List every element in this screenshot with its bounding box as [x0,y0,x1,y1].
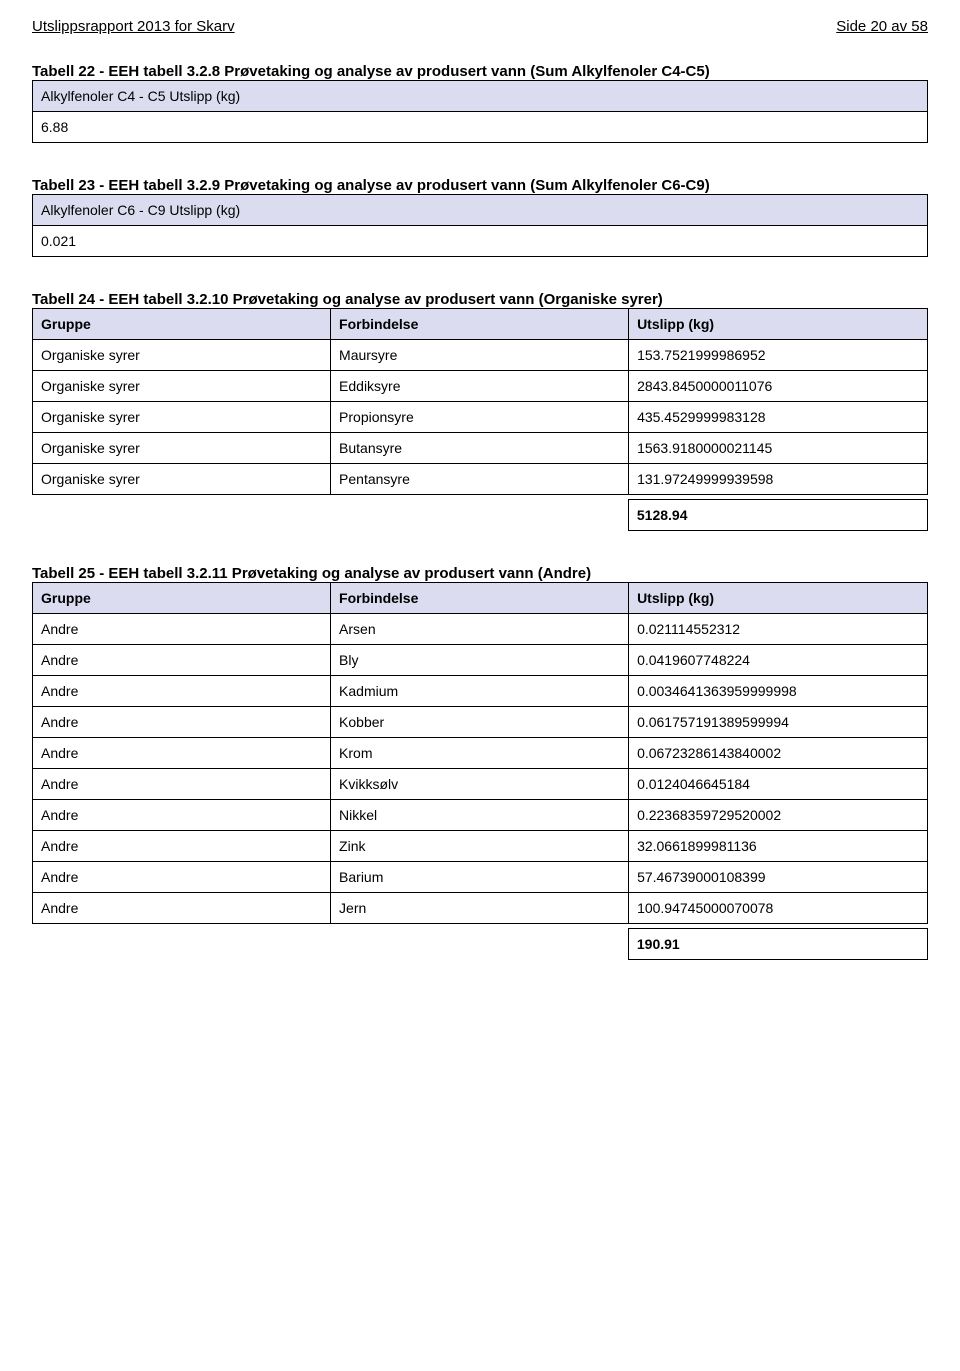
table-25-cell: Zink [331,831,629,862]
table-25-cell: 0.061757191389599994 [629,707,928,738]
table-22-label: Alkylfenoler C4 - C5 Utslipp (kg) [33,81,928,112]
table-row: Organiske syrerEddiksyre2843.84500000110… [33,371,928,402]
table-row: AndreArsen0.021114552312 [33,614,928,645]
table-25-cell: Andre [33,831,331,862]
table-25-cell: Bly [331,645,629,676]
table-25-cell: Kobber [331,707,629,738]
table-25-cell: 0.0419607748224 [629,645,928,676]
table-25-cell: 32.0661899981136 [629,831,928,862]
table-25-cell: Andre [33,707,331,738]
table-row: Organiske syrerButansyre1563.91800000211… [33,433,928,464]
table-row: AndreKvikksølv0.0124046645184 [33,769,928,800]
header-right: Side 20 av 58 [836,18,928,35]
table-24-cell: 2843.8450000011076 [629,371,928,402]
table-24-cell: Propionsyre [331,402,629,433]
table-row: AndreJern100.94745000070078 [33,893,928,924]
table-25-cell: Andre [33,738,331,769]
table-25-cell: 0.0034641363959999998 [629,676,928,707]
table-25-cell: Andre [33,800,331,831]
table-25-cell: Barium [331,862,629,893]
table-row: Organiske syrerMaursyre153.7521999986952 [33,340,928,371]
table-24-cell: Organiske syrer [33,402,331,433]
table-25-total: 190.91 [32,928,928,960]
table-23-label: Alkylfenoler C6 - C9 Utslipp (kg) [33,195,928,226]
table-25-cell: 100.94745000070078 [629,893,928,924]
table-24-cell: Organiske syrer [33,464,331,495]
table-25-cell: 0.021114552312 [629,614,928,645]
table-24-header-utslipp: Utslipp (kg) [629,309,928,340]
table-23-title: Tabell 23 - EEH tabell 3.2.9 Prøvetaking… [32,177,928,194]
table-25: Gruppe Forbindelse Utslipp (kg) AndreArs… [32,582,928,924]
table-25-cell: Kvikksølv [331,769,629,800]
table-row: AndreZink32.0661899981136 [33,831,928,862]
table-25-cell: 0.0124046645184 [629,769,928,800]
table-25-title: Tabell 25 - EEH tabell 3.2.11 Prøvetakin… [32,565,928,582]
table-row: AndreNikkel0.22368359729520002 [33,800,928,831]
table-25-cell: 0.06723286143840002 [629,738,928,769]
table-25-cell: Nikkel [331,800,629,831]
table-22: Alkylfenoler C4 - C5 Utslipp (kg) 6.88 [32,80,928,143]
table-row: AndreBly0.0419607748224 [33,645,928,676]
table-24-cell: 153.7521999986952 [629,340,928,371]
table-row: AndreBarium57.46739000108399 [33,862,928,893]
table-row: Organiske syrerPentansyre131.97249999939… [33,464,928,495]
table-row: Organiske syrerPropionsyre435.4529999983… [33,402,928,433]
table-24-total: 5128.94 [32,499,928,531]
table-25-cell: Andre [33,614,331,645]
table-25-cell: 0.22368359729520002 [629,800,928,831]
table-25-cell: Andre [33,893,331,924]
table-24-cell: 435.4529999983128 [629,402,928,433]
table-25-cell: Arsen [331,614,629,645]
table-22-value: 6.88 [33,112,928,143]
table-25-cell: Andre [33,769,331,800]
table-25-cell: Andre [33,645,331,676]
table-24-cell: Organiske syrer [33,371,331,402]
table-24-cell: Maursyre [331,340,629,371]
table-24-total-value: 5128.94 [628,500,927,531]
table-25-cell: Krom [331,738,629,769]
table-row: AndreKadmium0.0034641363959999998 [33,676,928,707]
table-row: AndreKobber0.061757191389599994 [33,707,928,738]
table-24-title: Tabell 24 - EEH tabell 3.2.10 Prøvetakin… [32,291,928,308]
table-24-cell: 1563.9180000021145 [629,433,928,464]
table-24-cell: Organiske syrer [33,433,331,464]
page-header: Utslippsrapport 2013 for Skarv Side 20 a… [32,18,928,35]
table-24-cell: Pentansyre [331,464,629,495]
table-25-cell: Andre [33,862,331,893]
table-24-header-gruppe: Gruppe [33,309,331,340]
table-25-cell: Kadmium [331,676,629,707]
table-23: Alkylfenoler C6 - C9 Utslipp (kg) 0.021 [32,194,928,257]
table-24-cell: Butansyre [331,433,629,464]
table-22-title: Tabell 22 - EEH tabell 3.2.8 Prøvetaking… [32,63,928,80]
table-24-cell: Organiske syrer [33,340,331,371]
table-25-total-value: 190.91 [628,929,927,960]
table-25-cell: 57.46739000108399 [629,862,928,893]
header-left: Utslippsrapport 2013 for Skarv [32,18,235,35]
table-23-value: 0.021 [33,226,928,257]
table-25-header-gruppe: Gruppe [33,583,331,614]
table-24-cell: 131.97249999939598 [629,464,928,495]
table-24: Gruppe Forbindelse Utslipp (kg) Organisk… [32,308,928,495]
table-row: AndreKrom0.06723286143840002 [33,738,928,769]
table-24-header-forbindelse: Forbindelse [331,309,629,340]
table-25-cell: Jern [331,893,629,924]
table-25-header-utslipp: Utslipp (kg) [629,583,928,614]
table-25-header-forbindelse: Forbindelse [331,583,629,614]
table-24-cell: Eddiksyre [331,371,629,402]
table-25-cell: Andre [33,676,331,707]
